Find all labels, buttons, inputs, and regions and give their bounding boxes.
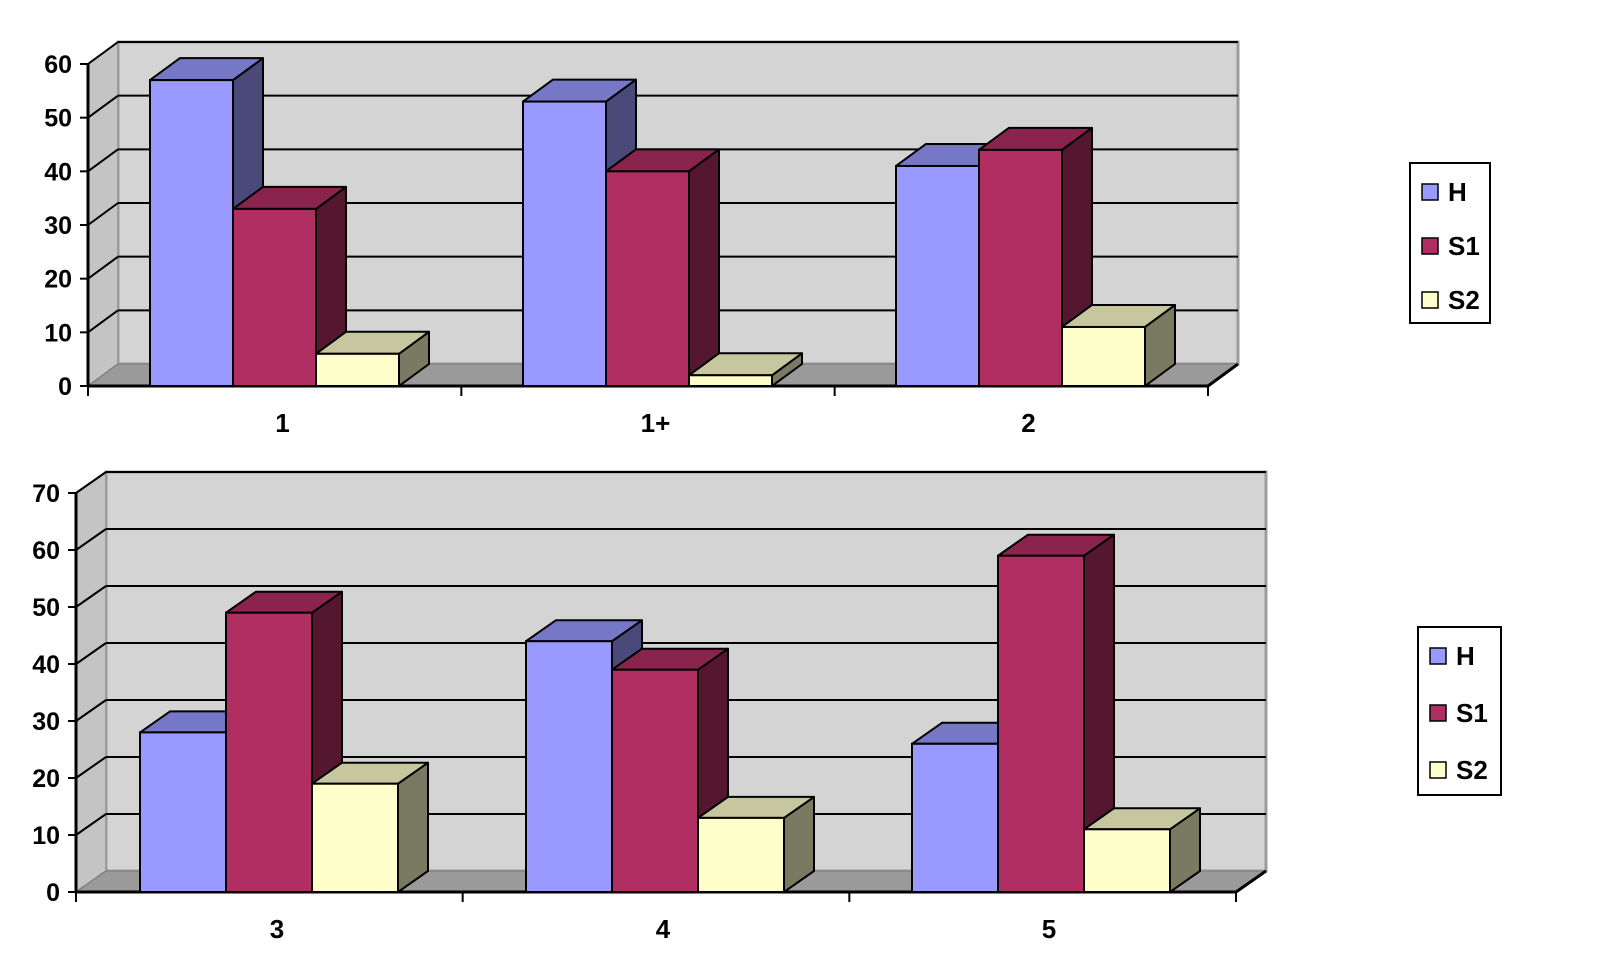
y-tick-label: 60 [32,537,60,565]
bar-side [688,148,720,387]
bar-front [311,782,399,894]
gridline-side [87,255,119,280]
bar-front [232,207,317,387]
legend-label-s1: S1 [1456,698,1488,728]
bar-front [895,164,980,387]
bar-front [688,374,773,387]
y-tick-label: 40 [44,158,72,186]
gridline-side [87,309,119,334]
x-tick-label: 2 [1021,408,1035,438]
bar-front [697,816,785,894]
y-tick-label: 50 [44,105,72,133]
bar-front [997,554,1085,893]
legend-swatch-s1 [1421,237,1439,255]
legend-swatch-h [1421,183,1439,201]
bar-front [522,100,607,387]
y-tick-label: 0 [46,879,60,907]
bar-front [911,742,999,893]
bar-front [978,148,1063,387]
bar-front [315,352,400,387]
x-axis-edge [1235,869,1267,894]
x-tick-label: 4 [656,914,671,944]
y-tick-label: 30 [32,708,60,736]
gridline-side [75,699,107,722]
legend: H S1 S2 [1409,162,1491,324]
bar-s2-3 [311,761,429,894]
bar-front [605,170,690,387]
legend-swatch-s1 [1429,704,1447,722]
y-tick-label: 20 [44,266,72,294]
gridline-side [87,148,119,173]
y-tick-label: 10 [44,319,72,347]
legend-label-h: H [1456,641,1475,671]
legend-label-h: H [1448,177,1467,207]
bar-s1-5 [997,533,1115,893]
bar-front [149,79,234,387]
x-tick-label: 1+ [641,408,671,438]
bar-front [1061,325,1146,388]
x-tick-label: 5 [1042,914,1056,944]
bar-s2-4 [697,795,815,894]
bar-front [225,611,313,893]
y-tick-label: 70 [32,480,60,508]
bar-front [1083,828,1171,893]
bar-s2-1 [315,330,430,387]
gridline-side [75,642,107,665]
y-tick-label: 40 [32,651,60,679]
bar-s1-1+ [605,148,720,387]
y-tick-label: 50 [32,594,60,622]
gridline-side [75,528,107,551]
side-wall [75,470,107,894]
legend-label-s2: S2 [1448,285,1480,315]
bar-s2-2 [1061,303,1176,388]
bar-front [525,640,613,894]
bar-s2-1+ [688,352,803,387]
y-tick-label: 0 [58,373,72,401]
x-axis-edge [1207,362,1239,388]
gridline-side [75,585,107,608]
y-tick-label: 20 [32,765,60,793]
legend-swatch-h [1429,647,1447,665]
legend-label-s2: S2 [1456,755,1488,785]
bar-side [397,761,429,893]
y-tick-label: 60 [44,51,72,79]
bar-front [139,731,227,894]
bar-s2-5 [1083,807,1201,893]
gridline-side [87,41,119,65]
y-tick-label: 30 [44,212,72,240]
gridline-side [87,202,119,226]
legend-label-s1: S1 [1448,231,1480,261]
gridline-side [75,756,107,779]
gridline-side [87,94,119,119]
bar-front [611,668,699,894]
x-tick-label: 3 [270,914,284,944]
y-tick-label: 10 [32,822,60,850]
legend: H S1 S2 [1417,626,1502,796]
gridline-side [75,471,107,494]
x-tick-label: 1 [275,408,289,438]
chart-bottom: 0 10 20 30 40 50 60 70 3 4 5 H S1 S2 [32,470,1502,944]
gridline-side [75,813,107,836]
legend-swatch-s2 [1421,291,1439,309]
chart-top: 0 10 20 30 40 50 60 1 1+ 2 H S1 S2 [44,40,1491,438]
legend-swatch-s2 [1429,761,1447,779]
